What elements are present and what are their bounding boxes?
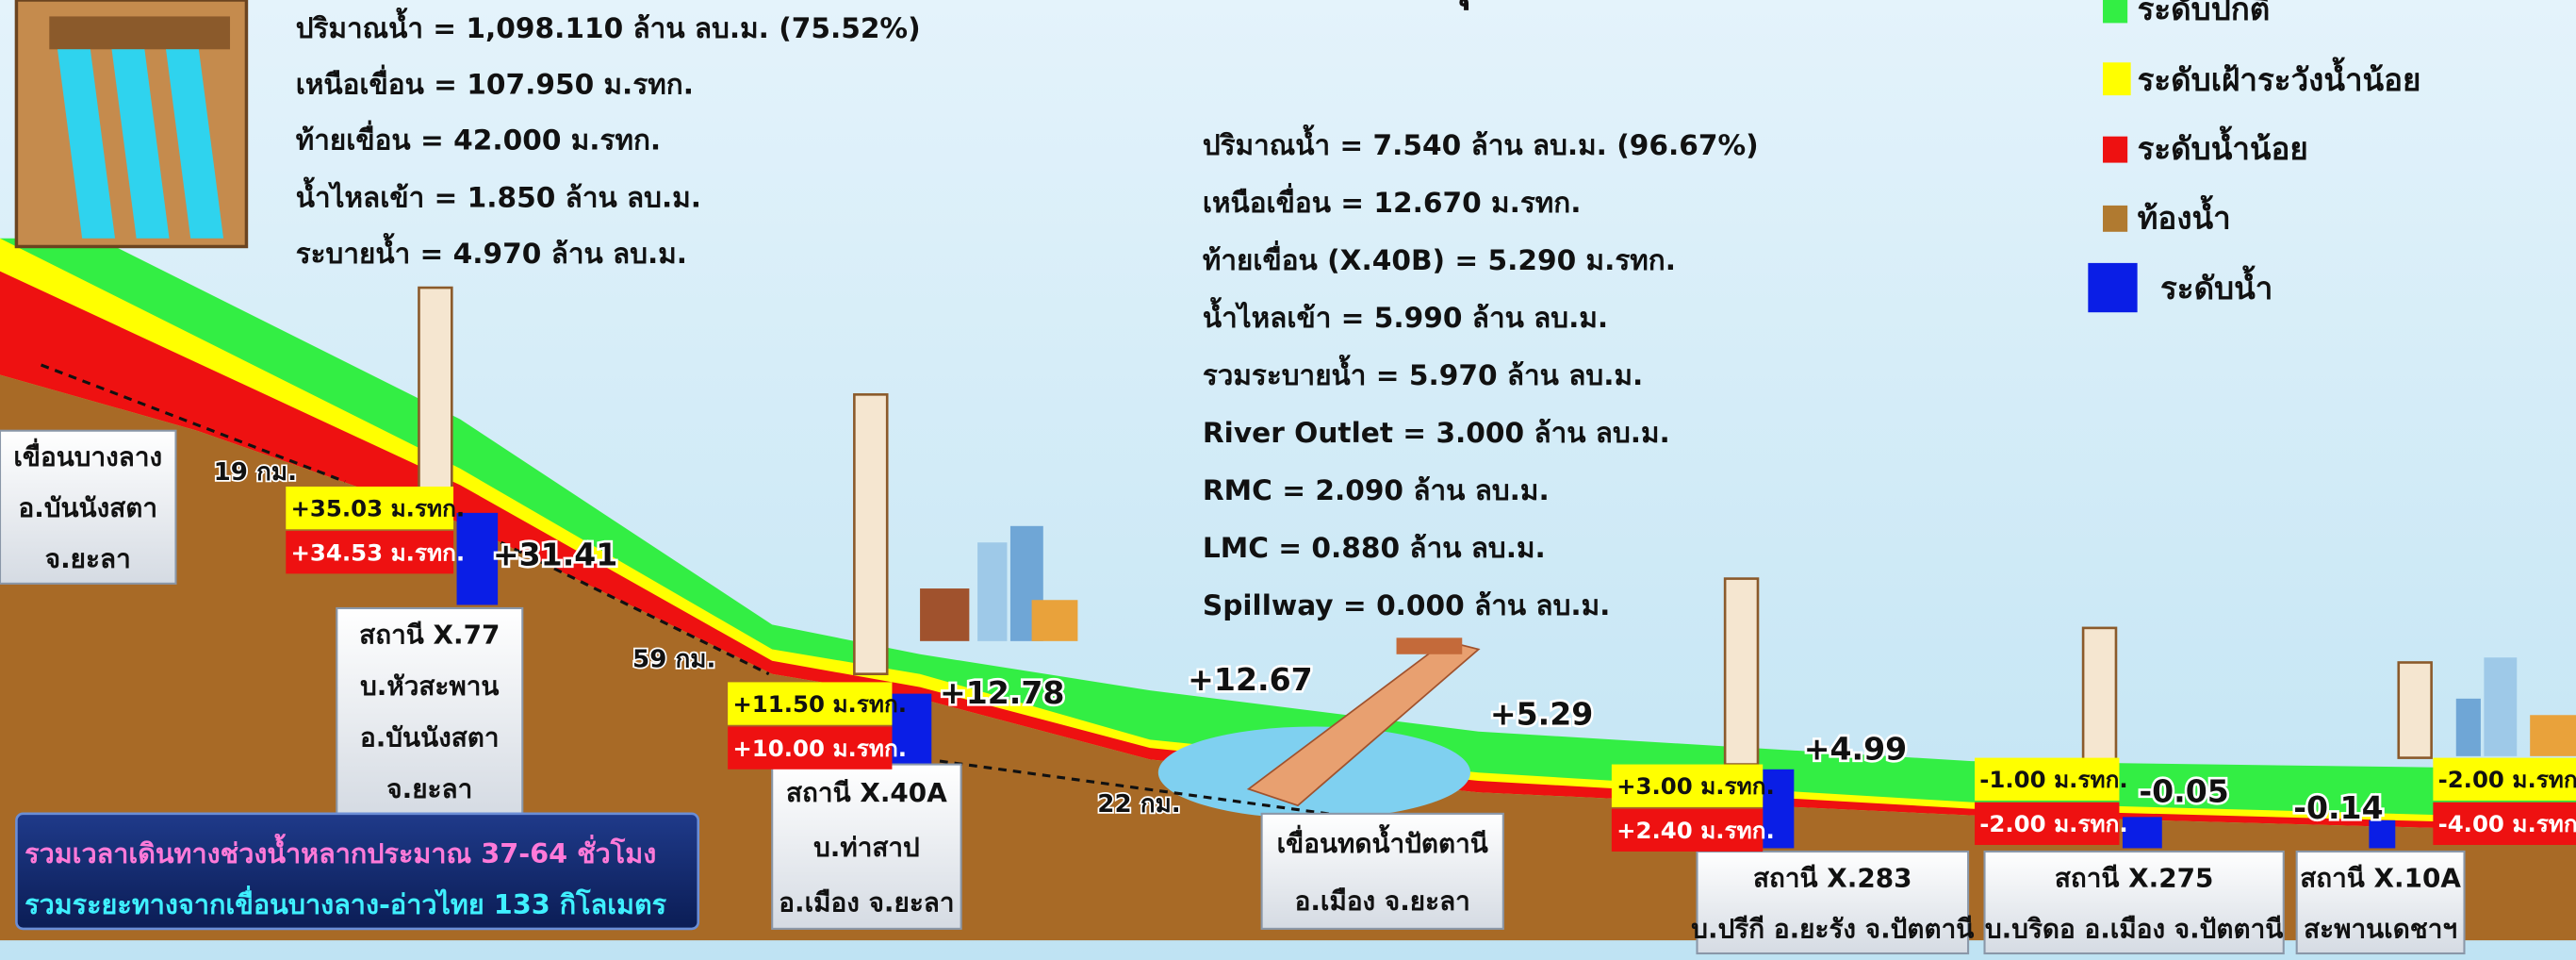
legend-item: ระดับน้ำ	[2160, 265, 2272, 306]
low-level-label: -4.00 ม.รทก.	[2438, 810, 2576, 837]
station-text: อ.บันนังสตา	[18, 492, 157, 523]
low-level-box	[728, 726, 893, 770]
station-box	[2295, 850, 2466, 955]
terrain	[0, 238, 2576, 941]
info-line: ระบายน้ำ = 4.970 ล้าน ลบ.ม.	[296, 233, 687, 270]
legend: ระดับปกติระดับเฝ้าระวังน้ำน้อยระดับน้ำน้…	[2088, 0, 2421, 313]
summary-box: รวมเวลาเดินทางช่วงน้ำหลากประมาณ 37-64 ชั…	[15, 812, 700, 931]
station-box	[0, 429, 177, 585]
station-text: บ.ท่าสาป	[813, 832, 920, 863]
low-level-label: +10.00 ม.รทก.	[732, 735, 907, 762]
gauge-staffs	[418, 286, 2433, 766]
title: ผังความเคลื่อนไหวของน้ำ ลุ่มน้ำปัตตานี	[874, 0, 1722, 11]
distance-label: 19 กม.	[214, 458, 297, 487]
level-label: +12.67	[1188, 661, 1312, 698]
station-box	[1983, 850, 2285, 955]
watch-level-box	[728, 682, 893, 725]
station-text: สถานี X.10A	[2300, 862, 2461, 893]
diversion-info: ปริมาณน้ำ = 7.540 ล้าน ลบ.ม. (96.67%) เหน…	[1203, 124, 1759, 621]
station-text: จ.ยะลา	[386, 773, 472, 804]
info-line: ปริมาณน้ำ = 7.540 ล้าน ลบ.ม. (96.67%)	[1203, 124, 1759, 161]
low-level-box	[1975, 802, 2120, 845]
station-text: บ.บริดอ อ.เมือง จ.ปัตตานี	[1985, 913, 2283, 944]
dam-info: ปริมาณน้ำ = 1,098.110 ล้าน ลบ.ม. (75.52%…	[296, 8, 921, 270]
station-text: สถานี X.275	[2055, 862, 2214, 893]
levels: +31.41 +12.78 +12.67 +5.29 +4.99 -0.05 -…	[490, 534, 2386, 829]
info-line: เหนือเขื่อน = 12.670 ม.รทก.	[1203, 183, 1582, 219]
low-level-box	[2433, 802, 2576, 845]
station-text: สถานี X.40A	[786, 777, 947, 808]
info-line: น้ำไหลเข้า = 5.990 ล้าน ลบ.ม.	[1203, 297, 1608, 334]
distances: 19 กม. 59 กม. 22 กม.	[212, 456, 1183, 820]
station-text: จ.ยะลา	[45, 543, 131, 574]
station-text: อ.บันนังสตา	[360, 722, 500, 753]
info-line: River Outlet = 3.000 ล้าน ลบ.ม.	[1203, 416, 1670, 449]
legend-item: ท้องน้ำ	[2138, 194, 2231, 236]
distance-arrows	[41, 363, 1389, 824]
info-line: รวมระบายน้ำ = 5.970 ล้าน ลบ.ม.	[1203, 355, 1643, 391]
station-box	[1696, 850, 1970, 955]
summary-line: รวมระยะทางจากเขื่อนบางลาง-อ่าวไทย 133 กิ…	[25, 885, 667, 920]
station-box	[336, 606, 524, 815]
station-box	[1260, 812, 1504, 930]
low-level-box	[286, 531, 454, 574]
summary-line: รวมเวลาเดินทางช่วงน้ำหลากประมาณ 37-64 ชั…	[25, 834, 656, 869]
dam-icon	[14, 0, 249, 249]
watch-level-label: +35.03 ม.รทก.	[291, 494, 466, 521]
info-line: น้ำไหลเข้า = 1.850 ล้าน ลบ.ม.	[296, 177, 701, 214]
watch-level-label: -1.00 ม.รทก.	[1979, 766, 2127, 793]
info-line: RMC = 2.090 ล้าน ลบ.ม.	[1203, 473, 1550, 506]
station-text: สถานี X.77	[359, 620, 500, 651]
station-text: บ.ปรีกี อ.ยะรัง จ.ปัตตานี	[1691, 913, 1974, 944]
low-level-box	[1611, 808, 1764, 852]
watch-level-label: -2.00 ม.รทก.	[2438, 766, 2576, 793]
watch-level-box	[2433, 757, 2576, 801]
ground	[0, 374, 2576, 941]
thresholds: +35.03 ม.รทก.+34.53 ม.รทก.+11.50 ม.รทก.+…	[286, 486, 2576, 852]
station-text: อ.เมือง จ.ยะลา	[1295, 886, 1470, 917]
low-level-label: +2.40 ม.รทก.	[1616, 817, 1775, 844]
station-box	[771, 763, 962, 930]
level-label: -0.14	[2293, 789, 2383, 826]
info-line: Spillway = 0.000 ล้าน ลบ.ม.	[1203, 588, 1611, 621]
info-line: ท้ายเขื่อน = 42.000 ม.รทก.	[296, 121, 661, 157]
info-line: ท้ายเขื่อน (X.40B) = 5.290 ม.รทก.	[1203, 240, 1676, 276]
watch-level-label: +3.00 ม.รทก.	[1616, 772, 1775, 800]
level-label: +4.99	[1804, 730, 1907, 767]
level-label: +31.41	[493, 537, 617, 573]
low-level-label: +34.53 ม.รทก.	[291, 538, 466, 566]
station-text: สะพานเดชาฯ	[2304, 913, 2457, 944]
info-line: LMC = 0.880 ล้าน ลบ.ม.	[1203, 531, 1546, 564]
info-line: เหนือเขื่อน = 107.950 ม.รทก.	[296, 64, 694, 100]
watch-level-box	[286, 486, 454, 530]
distance-label: 22 กม.	[1097, 790, 1180, 819]
diversion-dam-icon	[1157, 637, 1481, 819]
station-text: เขื่อนบางลาง	[13, 438, 162, 472]
level-label: +5.29	[1490, 696, 1593, 733]
station-text: บ.หัวสะพาน	[360, 670, 499, 702]
level-label: +12.78	[940, 674, 1064, 711]
water-level-bars	[456, 512, 2396, 849]
station-text: สถานี X.283	[1753, 862, 1912, 893]
distance-label: 59 กม.	[632, 646, 715, 674]
station-text: อ.เมือง จ.ยะลา	[779, 886, 954, 918]
watch-level-box	[1611, 764, 1764, 807]
city-icon	[920, 525, 2576, 756]
legend-item: ระดับปกติ	[2138, 0, 2271, 27]
legend-item: ระดับน้ำน้อย	[2138, 125, 2308, 167]
low-level-label: -2.00 ม.รทก.	[1979, 810, 2127, 837]
station-text: เขื่อนทดน้ำปัตตานี	[1277, 823, 1488, 859]
watch-level-box	[1975, 757, 2120, 801]
info-line: ปริมาณน้ำ = 1,098.110 ล้าน ลบ.ม. (75.52%…	[296, 8, 921, 44]
legend-item: ระดับเฝ้าระวังน้ำน้อย	[2138, 57, 2421, 98]
watch-level-label: +11.50 ม.รทก.	[732, 690, 907, 718]
level-label: -0.05	[2139, 773, 2228, 810]
